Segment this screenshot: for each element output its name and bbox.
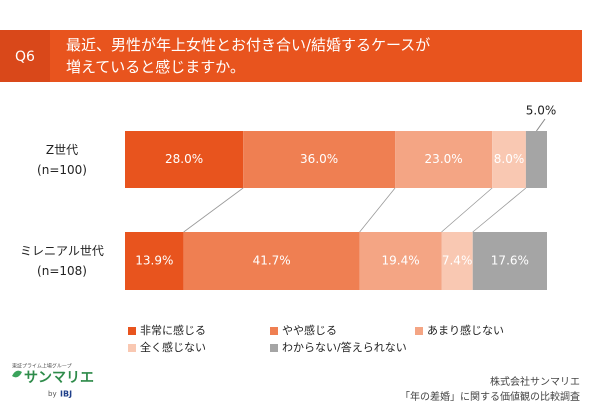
value-label: 19.4% — [382, 254, 420, 268]
question-label: Q6 — [15, 49, 35, 65]
connector-line — [472, 187, 527, 233]
logo-leaf — [12, 370, 22, 378]
legend-swatch — [415, 327, 423, 335]
value-label: 7.4% — [442, 254, 473, 268]
logo-brand: サンマリエ — [24, 370, 94, 386]
category-label: Z世代 (n=100) — [37, 142, 87, 177]
legend-swatch — [128, 327, 136, 335]
value-label: 41.7% — [253, 254, 291, 268]
legend-swatch — [270, 344, 278, 352]
bar-segment — [125, 131, 244, 188]
bar-segment — [359, 232, 442, 290]
connector-line — [359, 187, 396, 233]
legend-swatch — [128, 344, 136, 352]
logo: 東証プライム上場グループ サンマリエ by IBJ — [12, 363, 94, 399]
chart-title: 最近、男性が年上女性とお付き合い/結婚するケースが 増えていると感じますか。 — [66, 36, 431, 76]
legend-label: わからない/答えられない — [282, 340, 407, 354]
connector-line — [183, 187, 244, 233]
bar-segment — [472, 232, 547, 290]
bar-segment — [441, 232, 473, 290]
value-label: 36.0% — [300, 152, 338, 166]
footer-survey: 「年の差婚」に関する価値観の比較調査 — [400, 390, 580, 403]
leader-line — [536, 118, 546, 132]
value-label: 8.0% — [494, 152, 525, 166]
logo-parent: IBJ — [60, 390, 72, 399]
footer-company: 株式会社サンマリエ — [490, 375, 580, 388]
legend-label: 非常に感じる — [140, 324, 206, 337]
value-label: 28.0% — [165, 152, 203, 166]
value-label: 17.6% — [491, 254, 529, 268]
bar-segment — [183, 232, 360, 290]
legend-swatch — [270, 327, 278, 335]
logo-by: by — [48, 390, 57, 398]
value-label: 5.0% — [526, 104, 557, 118]
question-box — [0, 30, 50, 82]
bar-segment — [243, 131, 396, 188]
legend-label: あまり感じない — [427, 324, 504, 337]
category-label: ミレニアル世代 (n=108) — [20, 244, 104, 278]
bar-segment — [125, 232, 184, 290]
value-label: 23.0% — [425, 152, 463, 166]
value-label: 13.9% — [135, 254, 173, 268]
bar-segment — [395, 131, 493, 188]
legend-label: やや感じる — [282, 324, 337, 337]
logo-group: 東証プライム上場グループ — [12, 363, 72, 370]
header-bar — [0, 30, 582, 82]
connector-line — [441, 187, 493, 233]
bar-segment — [492, 131, 526, 188]
legend-label: 全く感じない — [140, 340, 206, 354]
bar-segment — [525, 131, 547, 188]
